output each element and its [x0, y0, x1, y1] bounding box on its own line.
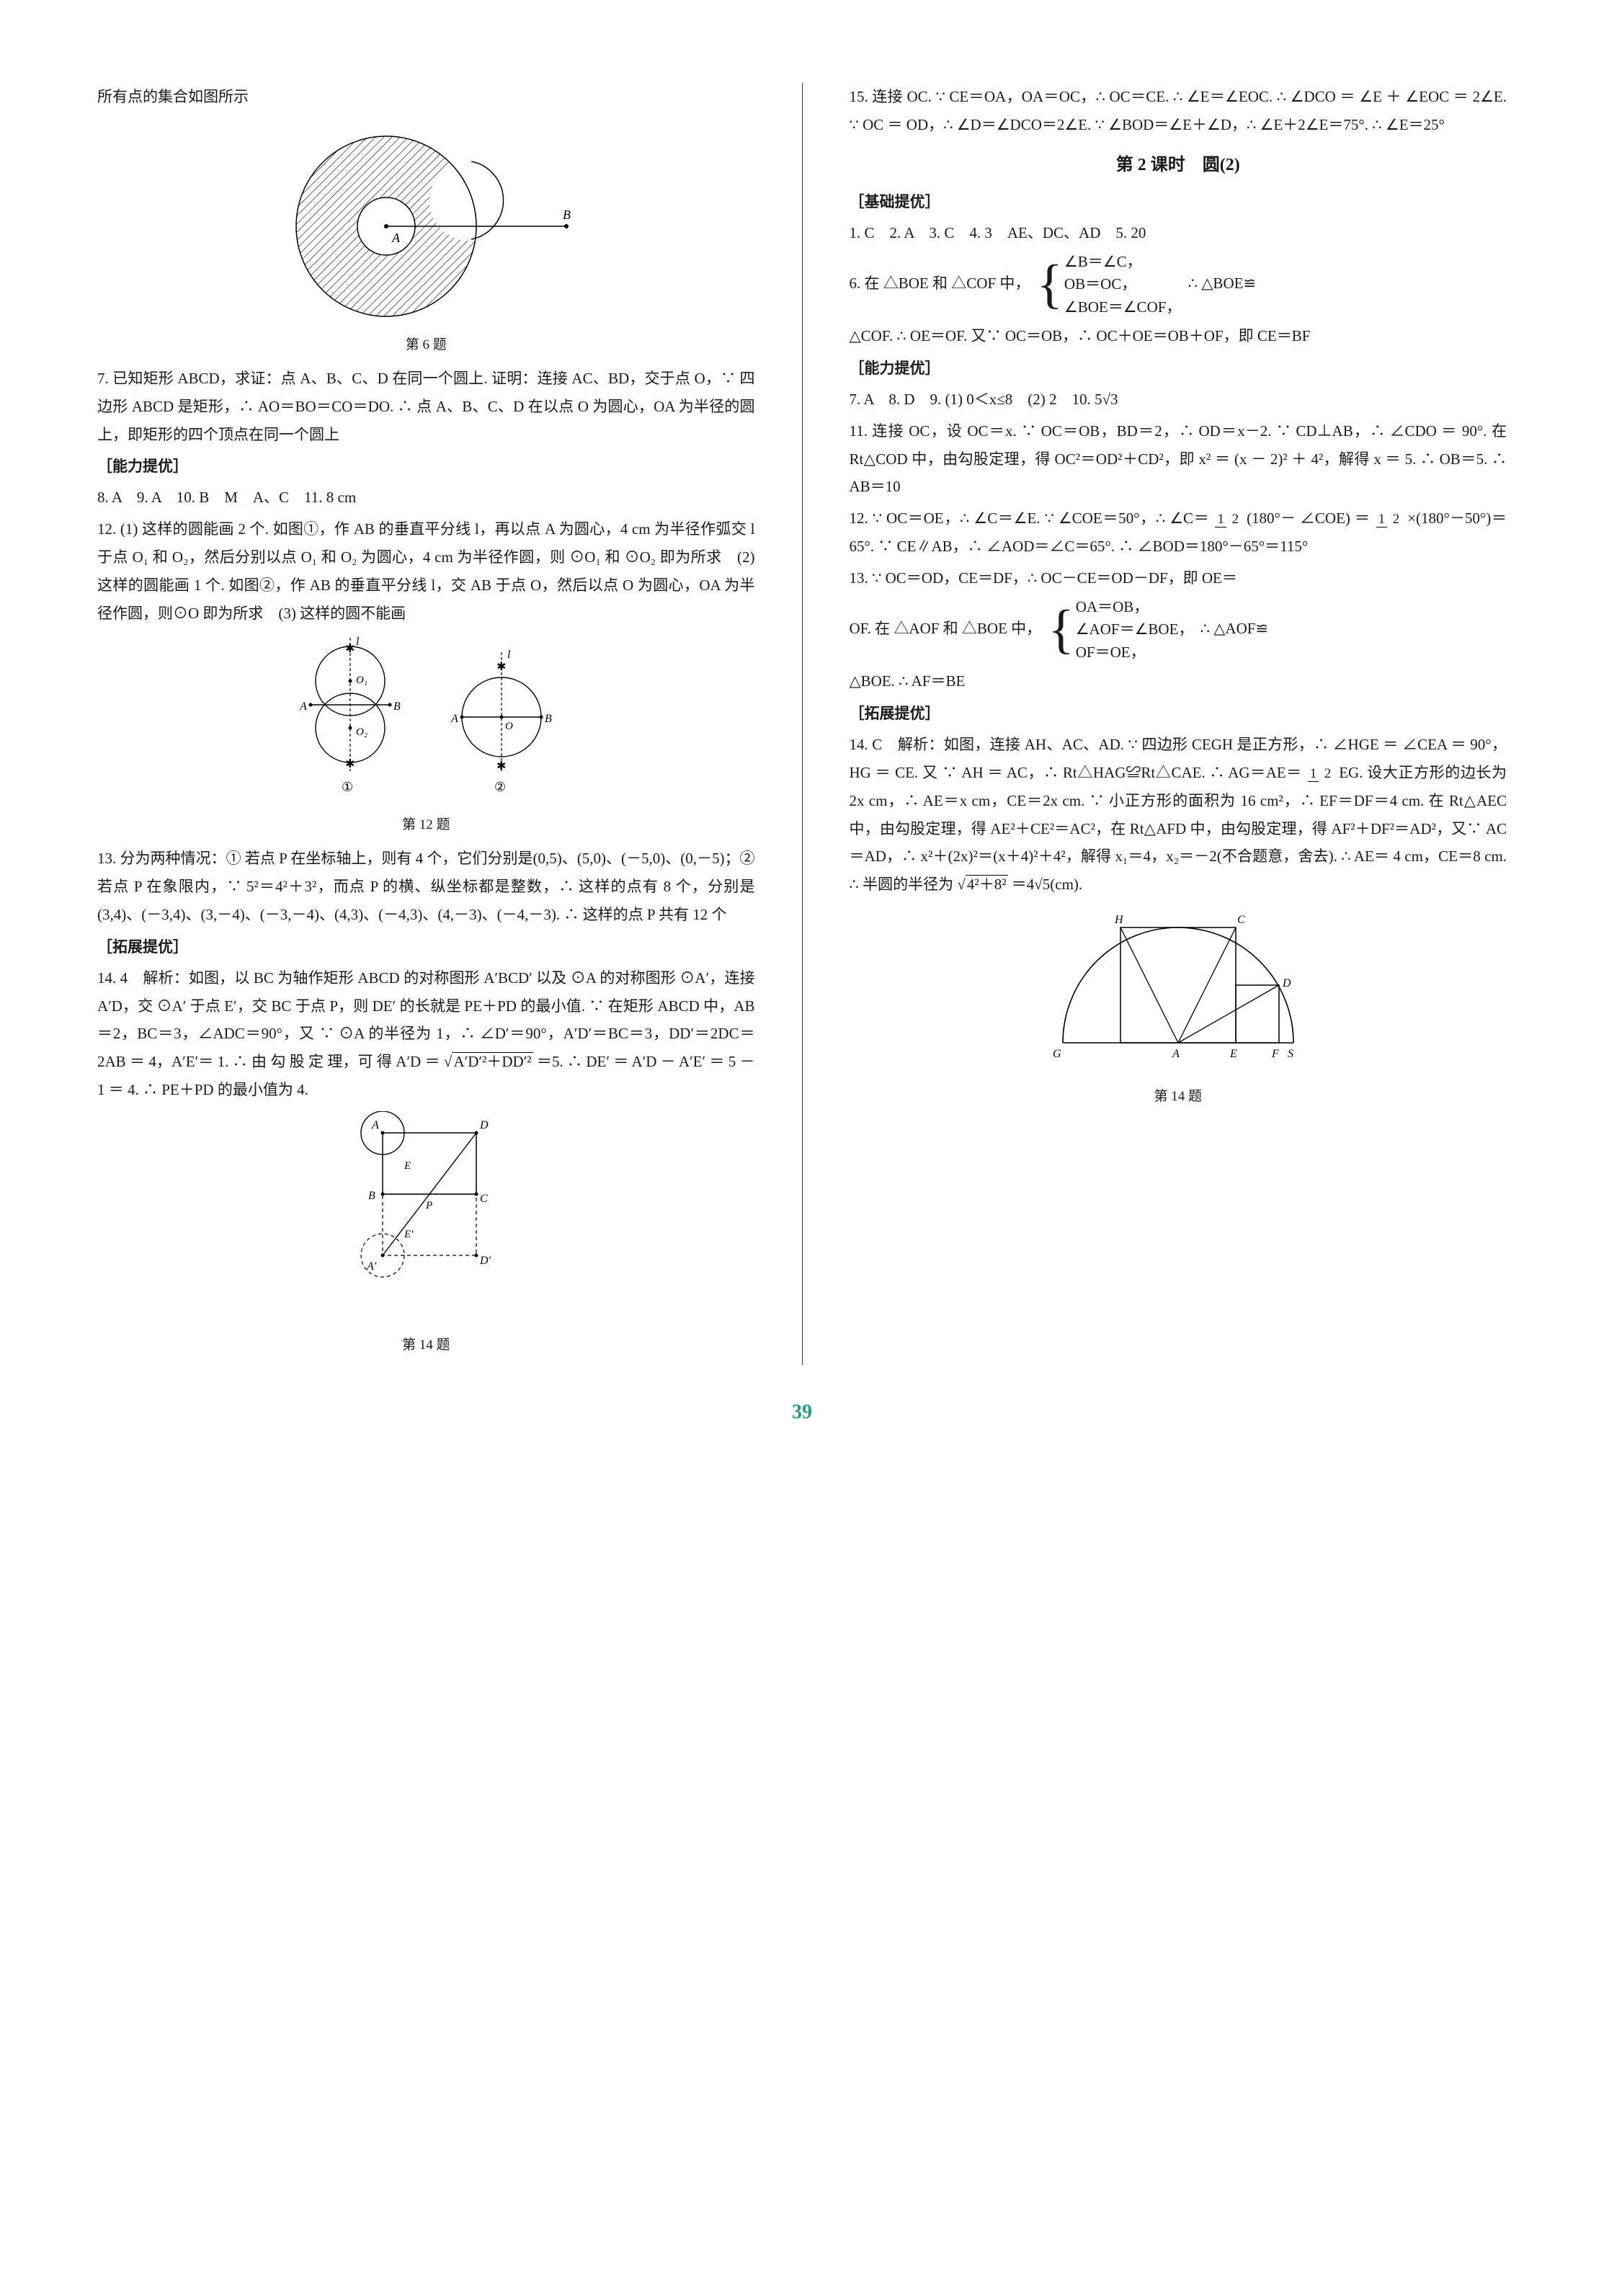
problem-13-row: OF. 在 △AOF 和 △BOE 中， { OA＝OB， ∠AOF＝∠BOE，… [850, 596, 1507, 664]
svg-text:P: P [425, 1200, 432, 1211]
figure-12-caption: 第 12 题 [97, 812, 755, 837]
problem-6-cases: { ∠B＝∠C， OB＝OC， ∠BOE＝∠COF， [1037, 251, 1182, 319]
svg-text:A: A [450, 713, 458, 725]
problem-12: 12. (1) 这样的圆能画 2 个. 如图①，作 AB 的垂直平分线 l，再以… [97, 515, 755, 627]
problems-1-5: 1. C 2. A 3. C 4. 3 AE、DC、AD 5. 20 [850, 219, 1507, 247]
page-container: 所有点的集合如图所示 [97, 83, 1507, 1365]
svg-text:A: A [1172, 1048, 1180, 1060]
section-extend-left: ［拓展提优］ [97, 933, 755, 961]
case-line: ∠BOE＝∠COF， [1064, 296, 1182, 319]
svg-text:l: l [507, 649, 511, 661]
section-basic-right: ［基础提优］ [850, 188, 1507, 216]
svg-text:✱: ✱ [496, 661, 506, 673]
problem-14r-b: EG. 设大正方形的边长为 2x cm，∴ AE＝x cm，CE＝2x cm. … [850, 764, 1507, 893]
svg-text:l: l [356, 636, 360, 648]
svg-text:G: G [1053, 1048, 1061, 1060]
svg-text:D: D [1282, 977, 1291, 989]
case-line: OB＝OC， [1064, 273, 1182, 296]
svg-text:O₂: O₂ [356, 726, 367, 738]
problem-6-c: △COF. ∴ OE＝OF. 又∵ OC＝OB，∴ OC＋OE＝OB＋OF，即 … [850, 322, 1507, 350]
figure-14-left-svg: A D B C A′ D′ E P E′ [332, 1111, 520, 1320]
figure-14-right: H C D G A E F S 第 14 题 [850, 906, 1507, 1109]
problem-14r-c: ＝4√5(cm). [1012, 876, 1082, 893]
problem-15: 15. 连接 OC. ∵ CE＝OA，OA＝OC，∴ OC＝CE. ∴ ∠E＝∠… [850, 83, 1507, 139]
problem-13-d: △BOE. ∴ AF＝BE [850, 667, 1507, 695]
problem-12-b: (180°－ ∠COE) ＝ [1247, 510, 1371, 527]
problem-13-cases: { OA＝OB， ∠AOF＝∠BOE， OF＝OE， [1048, 596, 1193, 664]
case-line: OF＝OE， [1076, 641, 1194, 664]
svg-text:E′: E′ [404, 1229, 414, 1240]
problem-7: 7. 已知矩形 ABCD，求证：点 A、B、C、D 在同一个圆上. 证明：连接 … [97, 365, 755, 449]
fraction-half-3: 1 2 [1308, 767, 1334, 782]
figure-6-caption: 第 6 题 [97, 332, 755, 357]
case-line: ∠B＝∠C， [1064, 251, 1182, 274]
svg-text:B: B [563, 208, 571, 222]
svg-text:A: A [391, 231, 401, 245]
figure-14-left-caption: 第 14 题 [97, 1332, 755, 1358]
svg-text:✱: ✱ [496, 760, 506, 773]
right-column: 15. 连接 OC. ∵ CE＝OA，OA＝OC，∴ OC＝CE. ∴ ∠E＝∠… [850, 83, 1507, 1365]
problems-7-10: 7. A 8. D 9. (1) 0＜x≤8 (2) 2 10. 5√3 [850, 386, 1507, 414]
problem-14r-sqrt: 4²＋8² [966, 875, 1008, 893]
svg-text:①: ① [342, 780, 353, 794]
problems-8-11: 8. A 9. A 10. B M A、C 11. 8 cm [97, 484, 755, 512]
svg-text:A: A [299, 700, 307, 713]
problem-11-right: 11. 连接 OC，设 OC＝x. ∵ OC＝OB，BD＝2，∴ OD＝x－2.… [850, 417, 1507, 502]
svg-text:A: A [371, 1119, 379, 1131]
left-column: 所有点的集合如图所示 [97, 83, 755, 1365]
figure-14-left: A D B C A′ D′ E P E′ 第 14 题 [97, 1111, 755, 1358]
fraction-half-1: 1 2 [1215, 512, 1241, 528]
problem-6-a: 6. 在 △BOE 和 △COF 中， [850, 275, 1030, 292]
svg-text:C: C [480, 1193, 488, 1205]
svg-text:B: B [368, 1190, 375, 1202]
fraction-half-2: 1 2 [1376, 512, 1402, 528]
problem-13-b: OF. 在 △AOF 和 △BOE 中， [850, 620, 1042, 637]
svg-text:E: E [1229, 1048, 1237, 1060]
svg-text:D′: D′ [479, 1255, 491, 1267]
column-divider [802, 83, 803, 1365]
section-ability-left: ［能力提优］ [97, 453, 755, 481]
svg-text:D: D [479, 1119, 489, 1131]
svg-text:A′: A′ [366, 1260, 377, 1273]
problem-14-sqrt: A′D′²＋DD′² [452, 1052, 533, 1070]
svg-text:O₁: O₁ [356, 675, 367, 686]
svg-text:✱: ✱ [345, 758, 355, 770]
problem-13-a: 13. ∵ OC＝OD，CE＝DF，∴ OC－CE＝OD－DF，即 OE＝ [850, 564, 1507, 592]
problem-6-b: ∴ △BOE≌ [1188, 275, 1256, 292]
problem-14: 14. 4 解析：如图，以 BC 为轴作矩形 ABCD 的对称图形 A′BCD′… [97, 964, 755, 1104]
problem-13-c: ∴ △AOF≌ [1200, 620, 1268, 637]
text-intro: 所有点的集合如图所示 [97, 83, 755, 111]
figure-14-right-svg: H C D G A E F S [1034, 906, 1322, 1072]
section-ability-right: ［能力提优］ [850, 355, 1507, 383]
svg-text:O: O [505, 721, 513, 732]
figure-6-svg: A B [264, 118, 588, 320]
figure-14-right-caption: 第 14 题 [850, 1084, 1507, 1109]
problem-14-right: 14. C 解析：如图，连接 AH、AC、AD. ∵ 四边形 CEGH 是正方形… [850, 731, 1507, 899]
svg-text:S: S [1288, 1048, 1293, 1060]
svg-text:F: F [1271, 1048, 1279, 1060]
problem-12-right: 12. ∵ OC＝OE，∴ ∠C＝∠E. ∵ ∠COE＝50°，∴ ∠C＝ 1 … [850, 504, 1507, 561]
svg-text:②: ② [494, 780, 506, 794]
figure-12-svg: l A B O₁ O₂ ✱ ✱ ① l [271, 634, 581, 800]
problem-13: 13. 分为两种情况：① 若点 P 在坐标轴上，则有 4 个，它们分别是(0,5… [97, 845, 755, 929]
svg-text:C: C [1237, 914, 1245, 926]
case-line: OA＝OB， [1076, 596, 1194, 619]
problem-12-a: 12. ∵ OC＝OE，∴ ∠C＝∠E. ∵ ∠COE＝50°，∴ ∠C＝ [850, 510, 1210, 527]
problem-6: 6. 在 △BOE 和 △COF 中， { ∠B＝∠C， OB＝OC， ∠BOE… [850, 251, 1507, 319]
svg-text:E: E [404, 1160, 411, 1172]
section-extend-right: ［拓展提优］ [850, 700, 1507, 728]
case-line: ∠AOF＝∠BOE， [1076, 618, 1194, 641]
svg-text:H: H [1114, 914, 1124, 926]
figure-12: l A B O₁ O₂ ✱ ✱ ① l [97, 634, 755, 837]
figure-6: A B 第 6 题 [97, 118, 755, 357]
svg-text:B: B [545, 713, 552, 725]
page-number: 39 [97, 1394, 1507, 1431]
svg-text:B: B [393, 700, 401, 713]
lesson-title: 第 2 课时 圆(2) [850, 149, 1507, 181]
svg-text:✱: ✱ [345, 643, 355, 655]
